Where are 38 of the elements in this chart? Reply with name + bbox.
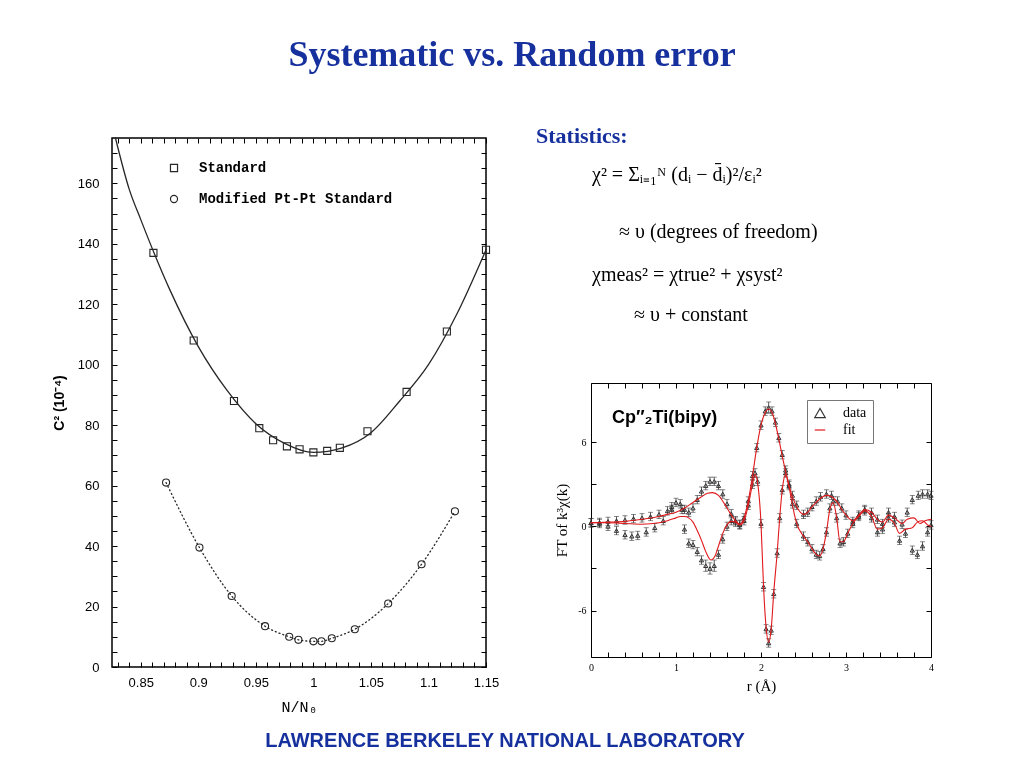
y-tick-label: 140 [77,236,100,252]
y-tick-label: 0 [581,520,587,532]
y-axis-title: C² (10⁻⁴) [50,375,67,431]
y-tick-label: 40 [85,538,100,554]
annotation: Cp″₂Ti(bipy) [612,407,718,427]
y-tick-label: 100 [77,357,100,373]
x-axis-title: r (Å) [746,677,777,695]
legend-label: fit [843,422,856,437]
text: ≈ υ + constant [634,303,749,325]
x-tick-label: 0.9 [189,674,208,690]
y-tick-label: 120 [77,296,100,312]
text: χmeas² = χtrue² + χsyst² [591,263,783,286]
x-tick-label: 1 [310,674,318,690]
x-tick-label: 1.15 [473,674,500,690]
legend-label: Standard [199,160,267,176]
x-tick-label: 3 [844,661,849,673]
x-tick-label: 1 [674,661,679,673]
y-tick-label: 60 [85,478,100,494]
y-axis-title: FT of k³χ(k) [554,483,572,558]
y-tick-label: 160 [77,175,100,191]
y-tick-label: 20 [85,599,100,615]
text: Statistics: [536,123,628,148]
y-tick-label: 6 [581,436,587,448]
legend-label: data [843,405,868,420]
text: χ² = Σᵢ₌₁ᴺ (dᵢ − d̄ᵢ)²/εᵢ² [591,163,762,186]
text: LAWRENCE BERKELEY NATIONAL LABORATORY [265,729,746,751]
y-tick-label: -6 [578,605,587,617]
x-tick-label: 2 [759,661,764,673]
text: ≈ υ (degrees of freedom) [619,220,818,243]
x-tick-label: 4 [929,661,934,673]
x-tick-label: 0.95 [243,674,269,690]
x-tick-label: 0.85 [128,674,154,690]
x-tick-label: 1.05 [358,674,385,690]
legend-label: Modified Pt-Pt Standard [199,191,393,207]
text: Systematic vs. Random error [288,34,736,74]
x-tick-label: 1.1 [419,674,438,690]
y-tick-label: 80 [85,417,100,433]
x-axis-title: N/N₀ [281,699,318,717]
